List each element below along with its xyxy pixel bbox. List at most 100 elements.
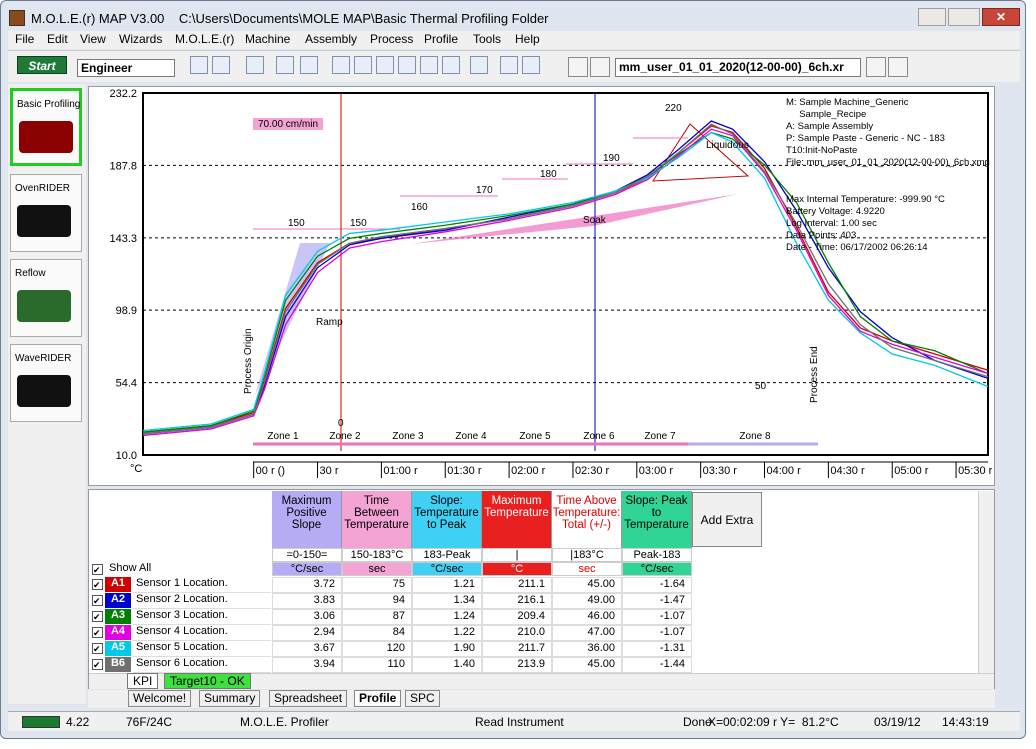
file-dropdown[interactable]: mm_user_01_01_2020(12-00-00)_6ch.xr <box>615 58 861 77</box>
toolbar-button[interactable] <box>470 56 488 74</box>
x-tick-label: 30 r <box>320 465 339 477</box>
kpi-tab[interactable]: KPI <box>127 673 159 689</box>
column-header[interactable]: Time Above Temperature: Total (+/-) <box>552 491 622 548</box>
toolbar-button[interactable] <box>212 56 230 74</box>
zone-label: Zone 4 <box>455 431 487 442</box>
cell: 1.34 <box>412 593 482 609</box>
menu-item[interactable]: Wizards <box>119 32 163 46</box>
down-button[interactable] <box>590 57 610 77</box>
add-extra-button[interactable]: Add Extra <box>692 492 762 547</box>
toolbar-button[interactable] <box>246 56 264 74</box>
down-to-end-button[interactable] <box>568 57 588 77</box>
y-tick-label: 10.0 <box>116 450 137 462</box>
column-range: | <box>482 548 552 562</box>
column-unit: sec <box>552 562 622 576</box>
up-to-top-button[interactable] <box>888 57 908 77</box>
sidebar-item[interactable]: Reflow <box>10 259 82 337</box>
sheet-tab[interactable]: Spreadsheet <box>269 690 348 707</box>
chart-annotation: 170 <box>476 185 493 196</box>
chart-annotation: 50 <box>755 381 767 392</box>
cell: 3.06 <box>272 609 342 625</box>
sheet-tab[interactable]: Welcome! <box>128 690 192 707</box>
cell: 209.4 <box>482 609 552 625</box>
menu-item[interactable]: Tools <box>473 32 502 46</box>
menu-item[interactable]: Profile <box>424 32 459 46</box>
vertical-scrollbar[interactable] <box>978 491 994 673</box>
column-header[interactable]: Maximum Temperature <box>482 491 552 548</box>
toolbar-button[interactable] <box>300 56 318 74</box>
y-unit: °C <box>130 463 142 475</box>
column-unit: °C/sec <box>622 562 692 576</box>
chart-annotation: 0 <box>338 418 344 429</box>
menu-item[interactable]: Assembly <box>305 32 358 46</box>
sensor-name: Sensor 1 Location. <box>133 577 271 593</box>
toolbar-button[interactable] <box>354 56 372 74</box>
column-header[interactable]: Time Between Temperature <box>342 491 412 548</box>
toolbar-button[interactable] <box>500 56 518 74</box>
sheet-tab[interactable]: Summary <box>199 690 261 707</box>
sidebar-label: OvenRIDER <box>15 183 71 194</box>
toolbar-button[interactable] <box>442 56 460 74</box>
row-checkbox[interactable]: ✔ <box>92 611 103 622</box>
menu-item[interactable]: View <box>80 32 106 46</box>
row-checkbox[interactable]: ✔ <box>92 659 103 670</box>
sidebar-item[interactable]: OvenRIDER <box>10 174 82 252</box>
row-checkbox[interactable]: ✔ <box>92 627 103 638</box>
toolbar-button[interactable] <box>376 56 394 74</box>
toolbar-button[interactable] <box>190 56 208 74</box>
menu-item[interactable]: M.O.L.E.(r) <box>175 32 235 46</box>
kpi-tab[interactable]: Target10 - OK <box>164 673 251 689</box>
x-tick-label: 01:00 r <box>383 465 418 477</box>
info-line: Data Points: 403 <box>786 230 856 241</box>
menu-item[interactable]: Machine <box>245 32 291 46</box>
sheet-tab[interactable]: SPC <box>405 690 440 707</box>
sidebar-item[interactable]: Basic Profiling <box>10 88 82 166</box>
user-dropdown[interactable]: Engineer <box>77 59 175 77</box>
window-title: M.O.L.E.(r) MAP V3.00 C:\Users\Documents… <box>31 11 549 26</box>
x-tick-label: 03:00 r <box>639 465 674 477</box>
cell: 3.83 <box>272 593 342 609</box>
menu-item[interactable]: Process <box>370 32 414 46</box>
cell: 1.22 <box>412 625 482 641</box>
y-tick-label: 98.9 <box>116 305 137 317</box>
sidebar-item[interactable]: WaveRIDER <box>10 344 82 422</box>
column-header[interactable]: Slope: Temperature to Peak <box>412 491 482 548</box>
column-header[interactable]: Slope: Peak to Temperature <box>622 491 692 548</box>
cell: -1.47 <box>622 593 692 609</box>
toolbar-icons <box>190 56 560 78</box>
toolbar-button[interactable] <box>276 56 294 74</box>
menu-item[interactable]: Edit <box>47 32 68 46</box>
maximize-button[interactable] <box>948 8 980 26</box>
menu-item[interactable]: Help <box>515 32 540 46</box>
y-tick-label: 187.8 <box>109 160 137 172</box>
show-all-checkbox[interactable]: ✔ <box>92 564 103 575</box>
cell: 213.9 <box>482 657 552 673</box>
toolbar-button[interactable] <box>332 56 350 74</box>
toolbar-button[interactable] <box>398 56 416 74</box>
sidebar-icon <box>19 121 73 153</box>
sensor-line <box>142 123 989 435</box>
cell: 47.00 <box>552 625 622 641</box>
up-button[interactable] <box>866 57 886 77</box>
x-tick-label: 05:30 r <box>958 465 993 477</box>
column-unit: °C/sec <box>412 562 482 576</box>
minimize-button[interactable] <box>918 8 946 26</box>
sheet-tab[interactable]: Profile <box>354 690 402 707</box>
zone-label: Zone 2 <box>329 431 361 442</box>
x-tick-label: 04:00 r <box>767 465 802 477</box>
horizontal-scrollbar[interactable] <box>89 673 994 689</box>
row-checkbox[interactable]: ✔ <box>92 579 103 590</box>
speed-box <box>253 118 323 130</box>
chart-annotation: 220 <box>665 103 682 114</box>
row-checkbox[interactable]: ✔ <box>92 643 103 654</box>
close-button[interactable]: ✕ <box>982 8 1020 26</box>
row-checkbox[interactable]: ✔ <box>92 595 103 606</box>
start-button[interactable]: Start <box>17 56 67 74</box>
info-line: Date - Time: 06/17/2002 06:26:14 <box>786 242 928 253</box>
toolbar-button[interactable] <box>522 56 540 74</box>
toolbar-button[interactable] <box>420 56 438 74</box>
column-header[interactable]: Maximum Positive Slope <box>272 491 342 548</box>
battery-icon <box>22 716 60 728</box>
menu-item[interactable]: File <box>15 32 35 46</box>
sidebar-icon <box>17 375 71 407</box>
